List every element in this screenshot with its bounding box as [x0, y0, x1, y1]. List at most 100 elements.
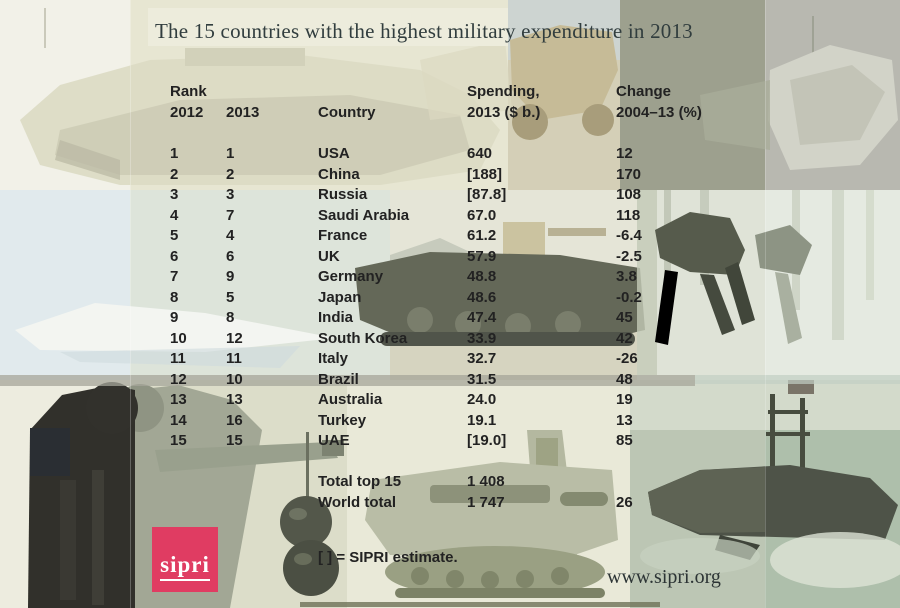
- rank-2012-cell: 9: [170, 309, 179, 326]
- stealth-tank-photo: [700, 16, 898, 170]
- table-row: 13 13 Australia 24.0 19: [0, 391, 900, 412]
- table-row: 4 7 Saudi Arabia 67.0 118: [0, 207, 900, 228]
- change-cell: -6.4: [616, 227, 642, 244]
- table-row: 14 16 Turkey 19.1 13: [0, 412, 900, 433]
- table-row: 8 5 Japan 48.6 -0.2: [0, 289, 900, 310]
- country-cell: UK: [318, 247, 340, 265]
- spending-cell: 32.7: [467, 350, 497, 367]
- header-rank-2012: 2012: [170, 104, 204, 121]
- table-row: 7 9 Germany 48.8 3.8: [0, 268, 900, 289]
- header-country: Country: [318, 104, 376, 121]
- sipri-logo-text: sipri: [160, 553, 210, 581]
- table-row: 6 6 UK 57.9 -2.5: [0, 248, 900, 269]
- change-cell: -26: [616, 350, 638, 367]
- photo-seam-strip: [0, 375, 695, 386]
- spending-cell: 19.1: [467, 411, 497, 429]
- rank-2013-cell: 8: [226, 309, 235, 326]
- unmanned-boat-photo: [640, 380, 900, 588]
- change-cell: 3.8: [616, 268, 637, 285]
- rank-2012-cell: 7: [170, 268, 179, 285]
- change-cell: 12: [616, 145, 633, 162]
- rank-2013-cell: 4: [226, 227, 235, 244]
- change-cell: 48: [616, 370, 633, 388]
- rank-2013-cell: 5: [226, 288, 235, 306]
- total-row: World total 1 747 26: [0, 494, 900, 515]
- rank-2013-cell: 11: [226, 350, 242, 367]
- rank-2013-cell: 6: [226, 247, 235, 265]
- total-label-cell: Total top 15: [318, 473, 402, 490]
- country-cell: South Korea: [318, 329, 408, 347]
- rank-2012-cell: 13: [170, 391, 187, 408]
- total-row: Total top 15 1 408: [0, 473, 900, 494]
- spending-cell: 47.4: [467, 309, 497, 326]
- change-cell: -0.2: [616, 288, 642, 306]
- rank-2012-cell: 11: [170, 350, 186, 367]
- rank-2013-cell: 7: [226, 206, 235, 224]
- header-spending-1: Spending,: [467, 83, 540, 100]
- change-cell: 19: [616, 391, 633, 408]
- spending-cell: [19.0]: [467, 432, 507, 449]
- rank-2012-cell: 3: [170, 186, 179, 203]
- pendulum-spheres-photo: [280, 432, 339, 596]
- stealth-boat-photo: [15, 303, 335, 368]
- rank-2012-cell: 15: [170, 432, 187, 449]
- change-cell: 170: [616, 165, 642, 183]
- spending-cell: [188]: [467, 165, 503, 183]
- rank-2013-cell: 16: [226, 411, 243, 429]
- country-cell: Brazil: [318, 370, 359, 388]
- table-row: 5 4 France 61.2 -6.4: [0, 227, 900, 248]
- table-row: 11 11 Italy 32.7 -26: [0, 350, 900, 371]
- change-cell: 13: [616, 411, 633, 429]
- rank-2012-cell: 14: [170, 411, 187, 429]
- table-row: 12 10 Brazil 31.5 48: [0, 371, 900, 392]
- change-cell: 45: [616, 309, 633, 326]
- spending-cell: 640: [467, 145, 493, 162]
- rank-2013-cell: 13: [226, 391, 243, 408]
- rank-2012-cell: 12: [170, 370, 187, 388]
- country-cell: Saudi Arabia: [318, 206, 410, 224]
- header-spending-2: 2013 ($ b.): [467, 104, 541, 121]
- beach-tank-photo: [355, 222, 645, 346]
- country-cell: China: [318, 165, 360, 183]
- rank-2012-cell: 10: [170, 329, 187, 347]
- country-cell: Italy: [318, 350, 349, 367]
- spending-cell: 24.0: [467, 391, 497, 408]
- rank-2013-cell: 3: [226, 186, 235, 203]
- rank-2013-cell: 9: [226, 268, 235, 285]
- change-cell: 118: [616, 206, 641, 224]
- rank-2013-cell: 12: [226, 329, 243, 347]
- change-cell: 42: [616, 329, 633, 347]
- tracked-robot-photo: [365, 430, 618, 598]
- rank-2013-cell: 2: [226, 165, 235, 183]
- rank-2013-cell: 10: [226, 370, 243, 388]
- table-row: 9 8 India 47.4 45: [0, 309, 900, 330]
- total-spending-cell: 1 747: [467, 494, 505, 511]
- table-totals: Total top 15 1 408 World total 1 747 26: [0, 473, 900, 515]
- country-cell: UAE: [318, 432, 350, 449]
- header-change-2: 2004–13 (%): [616, 104, 702, 121]
- header-rank: Rank: [170, 83, 207, 100]
- sipri-url-link[interactable]: www.sipri.org: [607, 566, 721, 588]
- change-cell: 85: [616, 432, 633, 449]
- rank-2012-cell: 1: [170, 145, 179, 162]
- spending-cell: 67.0: [467, 206, 497, 224]
- spending-cell: 61.2: [467, 227, 497, 244]
- spending-cell: 48.6: [467, 288, 497, 306]
- title-strip: [148, 8, 508, 46]
- page-title: The 15 countries with the highest milita…: [155, 19, 693, 43]
- table-row: 10 12 South Korea 33.9 42: [0, 330, 900, 351]
- spending-cell: 33.9: [467, 329, 497, 347]
- rank-2012-cell: 4: [170, 206, 179, 224]
- country-cell: Australia: [318, 391, 383, 408]
- header-change-1: Change: [616, 83, 672, 100]
- country-cell: USA: [318, 145, 350, 162]
- header-rank-2013: 2013: [226, 104, 260, 121]
- country-cell: Germany: [318, 268, 384, 285]
- total-spending-cell: 1 408: [467, 473, 505, 490]
- change-cell: -2.5: [616, 247, 642, 265]
- rank-2013-cell: 15: [226, 432, 243, 449]
- table-row: 2 2 China [188] 170: [0, 166, 900, 187]
- total-change-cell: 26: [616, 494, 633, 511]
